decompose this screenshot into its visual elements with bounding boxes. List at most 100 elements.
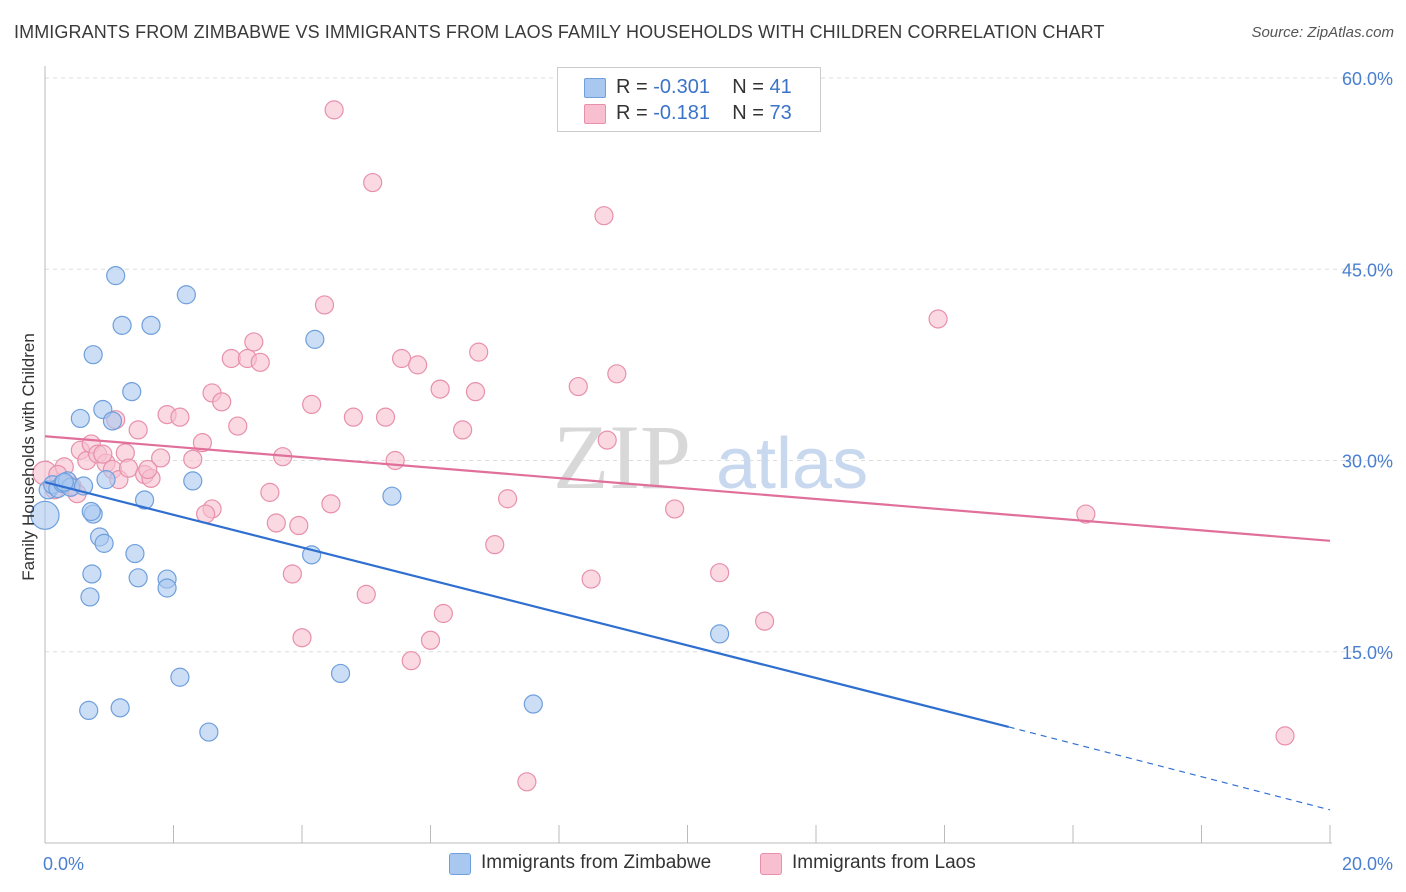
axes [44, 66, 1332, 844]
zimbabwe-point [330, 663, 351, 684]
trendlines [44, 435, 1331, 811]
legend-n-label: N = [732, 76, 764, 98]
laos-point [433, 603, 453, 624]
zimbabwe-point [170, 667, 190, 687]
legend-swatch-zimbabwe [584, 78, 606, 98]
legend-n-value-zimbabwe: 41 [769, 76, 792, 98]
bottom-legend-swatch-zimbabwe [449, 853, 471, 875]
laos-point [1076, 504, 1096, 524]
laos-point [375, 407, 396, 427]
laos-point [118, 458, 139, 478]
series-laos-points [32, 100, 1295, 792]
zimbabwe-point [30, 500, 60, 530]
laos-point [401, 651, 421, 671]
laos-point [363, 172, 383, 193]
zimbabwe-point [102, 411, 123, 431]
laos-point [498, 489, 518, 509]
zimbabwe-point [157, 578, 177, 598]
laos-point [221, 348, 241, 369]
y-tick-label: 15.0% [1342, 643, 1393, 663]
watermark-zip: ZIP [553, 406, 691, 508]
zimbabwe-point [382, 486, 402, 506]
zimbabwe-point [70, 408, 90, 429]
laos-point [391, 348, 412, 369]
legend-swatch-laos [584, 104, 606, 124]
laos-point [568, 376, 588, 397]
laos-point [430, 379, 450, 399]
laos-point [260, 482, 280, 502]
zimbabwe-point [523, 694, 543, 714]
zimbabwe-point [112, 315, 132, 335]
zimbabwe-point [183, 471, 203, 491]
laos-point [928, 309, 948, 329]
zimbabwe-point [81, 501, 101, 522]
laos-point [594, 206, 614, 226]
laos-point [385, 450, 405, 471]
laos-point [212, 392, 232, 412]
zimbabwe-point [110, 698, 130, 718]
laos-point [170, 407, 190, 427]
laos-point [581, 569, 601, 589]
laos-point [517, 772, 537, 792]
laos-point [408, 355, 428, 375]
series-zimbabwe-points [30, 266, 730, 742]
zimbabwe-point [128, 568, 148, 588]
y-tick-label: 30.0% [1342, 452, 1393, 472]
zimbabwe-trendline [44, 481, 1010, 729]
laos-point [485, 535, 505, 555]
zimbabwe-point [125, 543, 145, 564]
legend-r-label: R = [616, 102, 648, 124]
laos-point [321, 494, 341, 514]
laos-point [250, 352, 270, 372]
legend-n-value-laos: 73 [769, 102, 792, 124]
laos-point [314, 295, 335, 315]
laos-point [138, 459, 158, 480]
bottom-legend-label-zimbabwe: Immigrants from Zimbabwe [481, 852, 712, 873]
zimbabwe-point [305, 329, 325, 349]
laos-point [192, 433, 213, 453]
laos-point [465, 382, 486, 402]
laos-point [183, 449, 203, 469]
laos-point [356, 584, 376, 604]
legend-n-label: N = [732, 102, 764, 124]
laos-point [128, 420, 148, 440]
zimbabwe-trendline-extension [1008, 726, 1331, 811]
zimbabwe-point [82, 564, 102, 584]
source-label: Source: ZipAtlas.com [1251, 24, 1394, 41]
laos-point [420, 630, 441, 650]
laos-point [292, 628, 312, 648]
legend-r-value-zimbabwe: -0.301 [653, 76, 710, 98]
zimbabwe-point [96, 470, 116, 490]
watermark-atlas: atlas [716, 424, 868, 504]
legend-r-value-laos: -0.181 [653, 102, 710, 124]
laos-point [151, 448, 171, 468]
zimbabwe-point [80, 587, 100, 607]
laos-point [607, 364, 627, 384]
laos-point [597, 430, 617, 450]
laos-point [266, 513, 286, 533]
laos-point [93, 444, 113, 464]
x-tick-label-min: 0.0% [43, 854, 84, 874]
zimbabwe-point [94, 533, 114, 553]
laos-point [289, 515, 309, 536]
chart-title: IMMIGRANTS FROM ZIMBABWE VS IMMIGRANTS F… [14, 22, 1105, 42]
laos-point [324, 100, 344, 120]
laos-point [343, 407, 363, 427]
bottom-legend-swatch-laos [760, 853, 782, 875]
laos-point [244, 332, 264, 352]
legend-r-label: R = [616, 76, 648, 98]
laos-point [453, 420, 473, 440]
laos-point [469, 342, 489, 362]
tick-labels: 15.0% 30.0% 45.0% 60.0% 0.0% 20.0% [43, 69, 1393, 874]
zimbabwe-point [710, 624, 730, 644]
zimbabwe-point [141, 315, 161, 335]
zimbabwe-point [122, 382, 142, 402]
laos-trendline [44, 435, 1331, 542]
correlation-legend: R = -0.301 N = 41 R = -0.181 N = 73 [557, 67, 821, 132]
laos-point [282, 564, 302, 584]
bottom-legend-label-laos: Immigrants from Laos [792, 852, 976, 873]
laos-point [665, 499, 685, 519]
zimbabwe-point [176, 285, 196, 305]
laos-point [710, 563, 730, 583]
